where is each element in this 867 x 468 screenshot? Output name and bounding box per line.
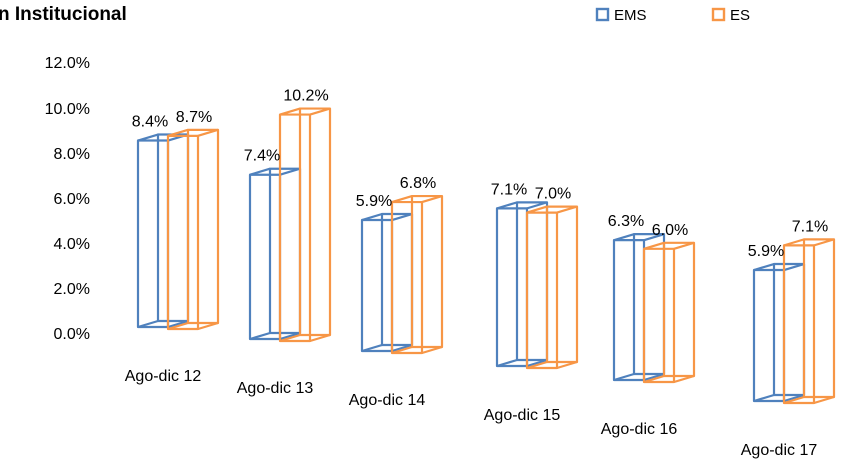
data-label-ems: 5.9%: [356, 193, 392, 210]
bar-es: [642, 241, 696, 384]
data-label-es: 10.2%: [283, 88, 328, 105]
legend-swatch: [711, 7, 726, 22]
category-label: Ago-dic 17: [741, 442, 818, 459]
data-label-ems: 8.4%: [132, 114, 168, 131]
bar-es: [525, 205, 579, 370]
category-label: Ago-dic 14: [349, 392, 426, 409]
legend-swatch: [595, 7, 610, 22]
y-tick-label: 2.0%: [54, 281, 90, 298]
bar-es: [278, 107, 332, 343]
data-label-es: 7.0%: [535, 186, 571, 203]
category-label: Ago-dic 15: [484, 407, 561, 424]
chart-title: n Institucional: [0, 4, 127, 25]
y-tick-label: 4.0%: [54, 236, 90, 253]
legend: EMS ES: [595, 7, 750, 24]
data-label-ems: 7.4%: [244, 148, 280, 165]
bar-es: [782, 238, 836, 405]
bar-ems: [752, 262, 806, 403]
bar-es: [390, 194, 444, 355]
bar-ems: [612, 233, 666, 382]
bar-group: 8.4% 8.7% 7.4% 10.2% 5.9% 6.8% 7.1% 7.0% 6.3% 6.0…: [132, 88, 836, 405]
y-tick-label: 0.0%: [54, 326, 90, 343]
bar-es: [166, 128, 220, 331]
data-label-ems: 5.9%: [748, 243, 784, 260]
y-tick-label: 12.0%: [45, 55, 90, 72]
category-labels: Ago-dic 12 Ago-dic 13 Ago-dic 14 Ago-dic 15…: [125, 368, 818, 459]
data-label-ems: 7.1%: [491, 181, 527, 198]
bar-ems: [360, 212, 414, 353]
legend-label: EMS: [614, 7, 647, 24]
bar-ems: [248, 167, 302, 341]
y-axis-ticks: 12.0% 10.0% 8.0% 6.0% 4.0% 2.0% 0.0%: [45, 55, 90, 343]
category-label: Ago-dic 16: [601, 421, 678, 438]
y-tick-label: 6.0%: [54, 191, 90, 208]
y-tick-label: 8.0%: [54, 146, 90, 163]
data-label-es: 6.0%: [652, 222, 688, 239]
legend-label: ES: [730, 7, 750, 24]
data-label-es: 8.7%: [176, 109, 212, 126]
data-label-ems: 6.3%: [608, 213, 644, 230]
bar-ems: [495, 201, 549, 368]
data-label-es: 6.8%: [400, 175, 436, 192]
category-label: Ago-dic 13: [237, 380, 314, 397]
y-tick-label: 10.0%: [45, 101, 90, 118]
category-label: Ago-dic 12: [125, 368, 202, 385]
bar-ems: [136, 133, 190, 329]
data-label-es: 7.1%: [792, 218, 828, 235]
